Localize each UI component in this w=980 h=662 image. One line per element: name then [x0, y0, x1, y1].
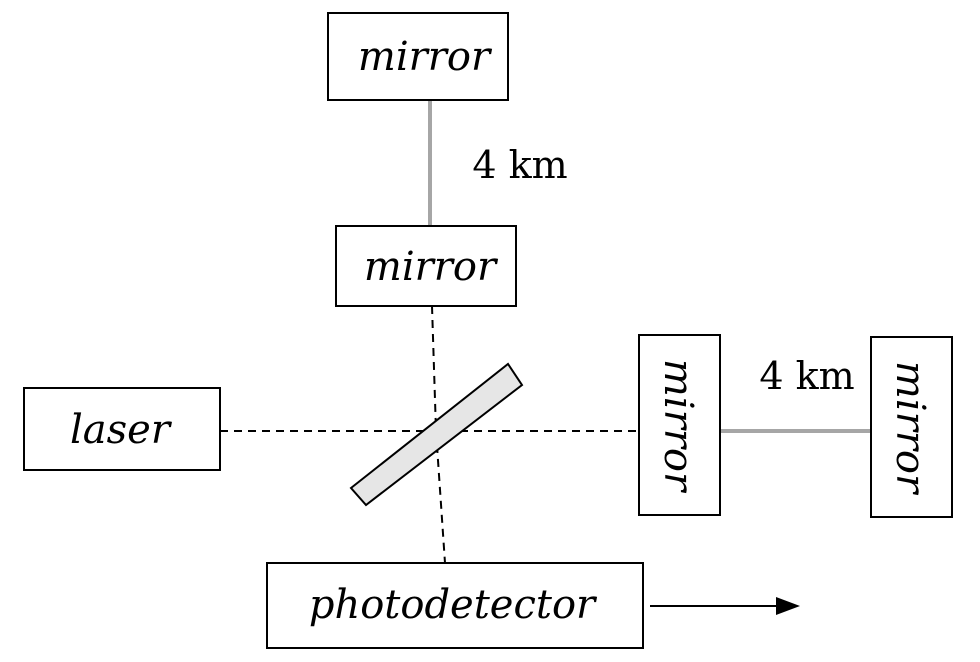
- mirror-top-far-box: [327, 12, 509, 101]
- mirror-top-near-label: mirror: [364, 244, 499, 290]
- laser-box: [23, 387, 221, 471]
- photodetector-box: [266, 562, 644, 649]
- mirror-right-far-box: [870, 336, 953, 518]
- vertical-arm-distance-label: 4 km: [472, 143, 567, 187]
- mirror-right-near-box: [638, 334, 721, 516]
- laser-label: laser: [70, 407, 173, 453]
- horizontal-arm-distance-label: 4 km: [759, 354, 854, 398]
- beam-splitter-to-top-mirror: [431, 305, 437, 432]
- mirror-top-near-box: [335, 225, 517, 307]
- output-arrow-head: [776, 597, 800, 615]
- mirror-right-far-label: mirror: [887, 361, 933, 496]
- beam-splitter: [349, 362, 524, 507]
- photodetector-label: photodetector: [309, 582, 598, 628]
- mirror-top-far-label: mirror: [358, 34, 493, 80]
- mirror-right-near-label: mirror: [655, 359, 701, 494]
